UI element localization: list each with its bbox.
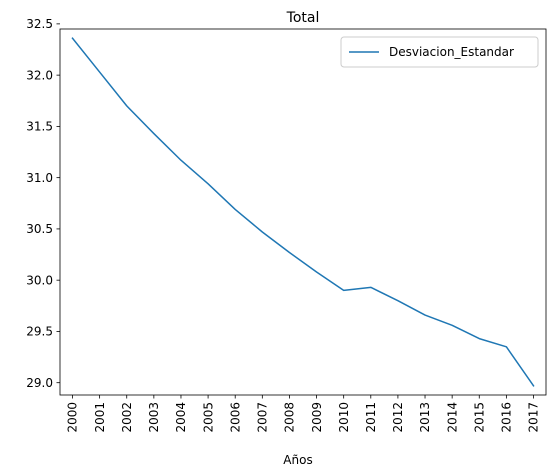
x-tick-label: 2015 [472,402,486,433]
legend: Desviacion_Estandar [340,36,539,68]
y-tick-label: 30.0 [26,273,53,287]
y-tick-label: 32.0 [26,68,53,82]
plot-frame [59,28,547,396]
series-group [71,37,535,387]
y-tick-label: 29.5 [26,325,53,339]
series-line-0 [71,37,535,387]
x-tick-label: 2012 [391,402,405,433]
x-tick-label: 2005 [201,402,215,433]
x-tick-label: 2006 [228,402,242,433]
x-tick-label: 2014 [445,402,459,433]
legend-label: Desviacion_Estandar [389,45,514,59]
x-tick-label: 2000 [66,402,80,433]
x-tick-label: 2002 [120,402,134,433]
legend-box [340,36,539,68]
y-tick-label: 31.5 [26,120,53,134]
x-tick-label: 2001 [93,402,107,433]
x-tick-label: 2016 [500,402,514,433]
x-tick-label: 2009 [310,402,324,433]
y-tick-label: 32.5 [26,17,53,31]
y-axis-ticks: 29.0 29.5 30.0 30.5 31.0 31.5 32.0 32.5 [26,17,60,390]
plot-background [60,29,546,395]
x-tick-label: 2017 [527,402,541,433]
x-tick-label: 2003 [147,402,161,433]
chart-title: Total [286,10,320,26]
x-axis-label: Años [283,453,312,467]
x-tick-label: 2008 [283,402,297,433]
x-axis-ticks: 2000 2001 2002 2003 2004 2005 2006 2007 2008 2009… [66,395,541,433]
y-tick-label: 30.5 [26,222,53,236]
x-tick-label: 2010 [337,402,351,433]
x-tick-label: 2004 [174,402,188,433]
y-tick-label: 31.0 [26,171,53,185]
x-tick-label: 2013 [418,402,432,433]
x-tick-label: 2007 [256,402,270,433]
y-tick-label: 29.0 [26,376,53,390]
x-tick-label: 2011 [364,402,378,433]
